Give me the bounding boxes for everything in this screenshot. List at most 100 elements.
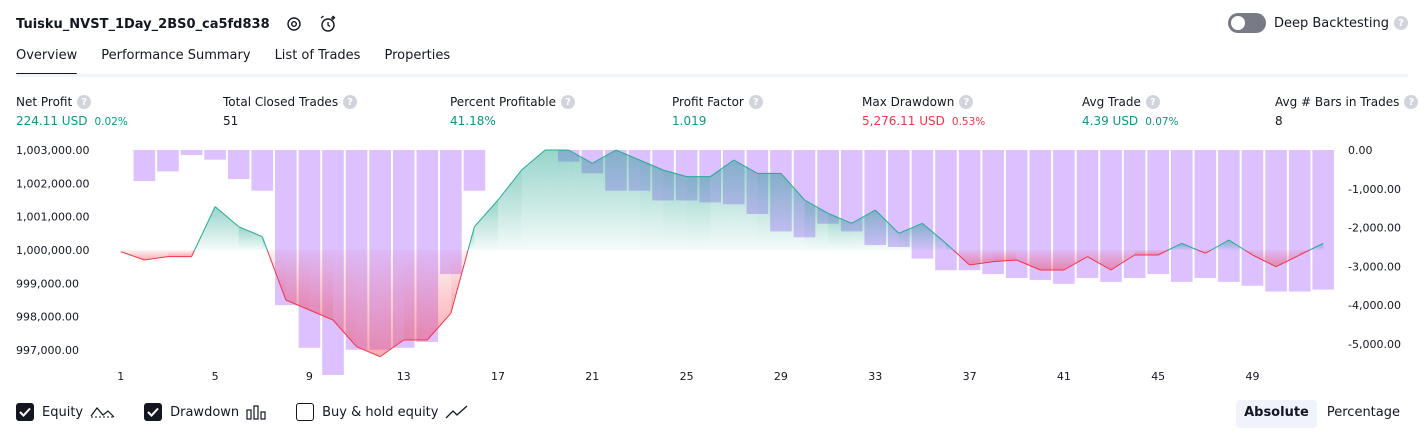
- equity-drawdown-chart: 1,003,000.001,002,000.001,001,000.001,00…: [0, 140, 1424, 392]
- toggle-knob: [1231, 16, 1245, 30]
- metric-label: Net Profit: [16, 95, 72, 109]
- left-axis-tick-label: 1,003,000.00: [16, 144, 89, 157]
- drawdown-bar: [1171, 150, 1193, 282]
- x-axis-tick-label: 37: [963, 370, 977, 383]
- equity-profit-area: [474, 200, 498, 250]
- value-mode-switch: Absolute Percentage: [1234, 400, 1408, 428]
- settings-gear-icon[interactable]: [284, 14, 304, 34]
- buy-hold-line-icon: [445, 404, 469, 420]
- equity-profit-area: [663, 170, 687, 250]
- buy-hold-label: Buy & hold equity: [322, 405, 438, 420]
- drawdown-bar: [935, 150, 957, 270]
- right-axis-tick-label: -2,000.00: [1348, 222, 1401, 235]
- buy-hold-checkbox[interactable]: [296, 403, 314, 421]
- legend-buy-hold[interactable]: Buy & hold equity: [296, 403, 469, 421]
- metric-value: 41.18%: [450, 114, 496, 128]
- info-icon[interactable]: ?: [1404, 95, 1418, 109]
- equity-profit-area: [498, 170, 522, 250]
- equity-profit-area: [639, 160, 663, 250]
- equity-label: Equity: [42, 405, 83, 420]
- equity-loss-area: [404, 250, 428, 340]
- strategy-header: Tuisku_NVST_1Day_2BS0_ca5fd838: [16, 12, 338, 36]
- drawdown-bar: [464, 150, 486, 191]
- tab-list-of-trades[interactable]: List of Trades: [275, 48, 361, 74]
- info-icon[interactable]: ?: [1146, 95, 1160, 109]
- info-icon[interactable]: ?: [343, 95, 357, 109]
- equity-checkbox[interactable]: [16, 403, 34, 421]
- drawdown-checkbox[interactable]: [144, 403, 162, 421]
- legend-equity[interactable]: Equity: [16, 403, 116, 421]
- metric-label: Total Closed Trades: [223, 95, 338, 109]
- metric-profit-factor: Profit Factor? 1.019: [672, 94, 763, 130]
- drawdown-bars-icon: [246, 404, 268, 420]
- info-icon[interactable]: ?: [561, 95, 575, 109]
- drawdown-bar: [1312, 150, 1334, 290]
- metric-label: Avg Trade: [1082, 95, 1141, 109]
- deep-backtesting-toggle[interactable]: [1228, 13, 1266, 33]
- drawdown-bar: [181, 150, 203, 155]
- equity-profit-area: [616, 150, 640, 250]
- drawdown-bar: [228, 150, 250, 179]
- drawdown-bar: [157, 150, 179, 171]
- equity-loss-area: [168, 250, 192, 257]
- info-icon[interactable]: ?: [959, 95, 973, 109]
- metric-total-closed-trades: Total Closed Trades? 51: [223, 94, 357, 130]
- drawdown-bar: [251, 150, 273, 191]
- x-axis-tick-label: 45: [1151, 370, 1165, 383]
- drawdown-bar: [1265, 150, 1287, 292]
- right-axis-tick-label: -1,000.00: [1348, 183, 1401, 196]
- metric-label: Percent Profitable: [450, 95, 556, 109]
- x-axis-tick-label: 1: [117, 370, 124, 383]
- metric-max-drawdown: Max Drawdown? 5,276.11 USD 0.53%: [862, 94, 985, 130]
- equity-profit-area: [215, 207, 239, 250]
- drawdown-bar: [1242, 150, 1264, 286]
- drawdown-bar: [1289, 150, 1311, 292]
- metric-label: Profit Factor: [672, 95, 744, 109]
- metric-percent: 0.07%: [1145, 116, 1178, 128]
- drawdown-bar: [1218, 150, 1240, 282]
- metric-percent: 0.53%: [952, 116, 985, 128]
- legend-drawdown[interactable]: Drawdown: [144, 403, 268, 421]
- tab-divider: [16, 74, 1408, 77]
- deep-backtesting: Deep Backtesting ?: [1228, 13, 1408, 33]
- drawdown-bar: [299, 150, 321, 348]
- metric-value: 8: [1275, 114, 1283, 128]
- equity-loss-area: [1040, 250, 1064, 270]
- x-axis-tick-label: 41: [1057, 370, 1071, 383]
- equity-profit-area: [757, 173, 781, 250]
- help-icon[interactable]: ?: [1394, 16, 1408, 30]
- x-axis-tick-label: 17: [491, 370, 505, 383]
- chart-legend: Equity Drawdown Buy & hold equity: [16, 403, 497, 421]
- metric-avg-bars-in-trades: Avg # Bars in Trades? 8: [1275, 94, 1418, 130]
- equity-profit-area: [592, 150, 616, 250]
- equity-profit-area: [687, 177, 711, 250]
- metric-label: Avg # Bars in Trades: [1275, 95, 1399, 109]
- info-icon[interactable]: ?: [749, 95, 763, 109]
- x-axis-tick-label: 9: [306, 370, 313, 383]
- equity-loss-area: [380, 250, 404, 357]
- tab-properties[interactable]: Properties: [384, 48, 450, 74]
- info-icon[interactable]: ?: [77, 95, 91, 109]
- percentage-button[interactable]: Percentage: [1319, 400, 1408, 428]
- right-axis-tick-label: -4,000.00: [1348, 299, 1401, 312]
- tab-overview[interactable]: Overview: [16, 48, 77, 74]
- metric-value: 51: [223, 114, 238, 128]
- add-alert-clock-icon[interactable]: [318, 14, 338, 34]
- equity-loss-area: [309, 250, 333, 320]
- metric-value: 5,276.11 USD: [862, 114, 945, 128]
- metric-value: 224.11 USD: [16, 114, 87, 128]
- x-axis-tick-label: 5: [212, 370, 219, 383]
- right-axis-tick-label: -3,000.00: [1348, 260, 1401, 273]
- equity-loss-area: [1135, 250, 1159, 255]
- left-axis-tick-label: 997,000.00: [16, 344, 79, 357]
- equity-profit-area: [734, 160, 758, 250]
- absolute-button[interactable]: Absolute: [1236, 400, 1317, 428]
- left-axis-tick-label: 999,000.00: [16, 277, 79, 290]
- equity-loss-area: [357, 250, 381, 357]
- tab-performance-summary[interactable]: Performance Summary: [101, 48, 250, 74]
- left-axis-tick-label: 1,001,000.00: [16, 211, 89, 224]
- drawdown-bar: [204, 150, 226, 160]
- metric-net-profit: Net Profit? 224.11 USD 0.02%: [16, 94, 128, 130]
- metric-percent-profitable: Percent Profitable? 41.18%: [450, 94, 575, 130]
- equity-profit-area: [522, 150, 546, 250]
